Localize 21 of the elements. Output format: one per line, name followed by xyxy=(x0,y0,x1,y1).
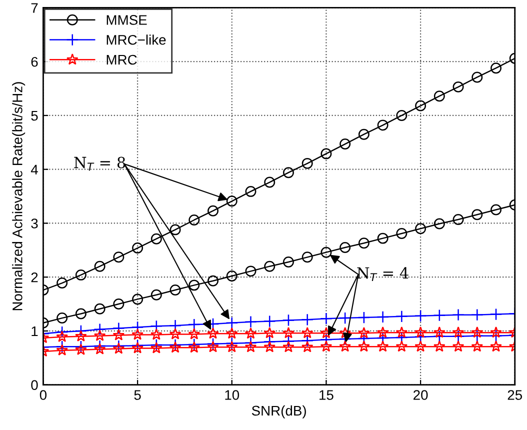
x-tick-label: 5 xyxy=(134,390,141,400)
legend-label: MRC−like xyxy=(106,34,166,45)
y-tick-label: 1 xyxy=(32,326,38,336)
x-tick-label: 0 xyxy=(40,390,47,400)
x-tick-label: 25 xyxy=(508,390,522,400)
y-tick-label: 7 xyxy=(31,3,38,13)
legend-label: MRC xyxy=(106,54,137,65)
legend-label: MMSE xyxy=(106,15,147,25)
annotation: N$_{T}$ = 8 xyxy=(74,156,126,171)
x-tick-label: 20 xyxy=(414,390,428,400)
y-tick-label: 2 xyxy=(31,272,38,282)
y-tick-label: 5 xyxy=(31,110,38,121)
annotation: N$_{T}$ = 4 xyxy=(357,267,408,282)
y-tick-label: 0 xyxy=(31,380,38,390)
y-tick-label: 6 xyxy=(31,56,38,67)
y-tick-label: 3 xyxy=(31,218,38,228)
x-axis-title: SNR(dB) xyxy=(252,405,306,418)
y-tick-label: 4 xyxy=(30,164,38,174)
y-axis-title: Normalized Achievable Rate(bit/s/Hz) xyxy=(12,82,26,310)
x-tick-label: 15 xyxy=(320,390,334,400)
x-tick-label: 10 xyxy=(225,390,240,400)
